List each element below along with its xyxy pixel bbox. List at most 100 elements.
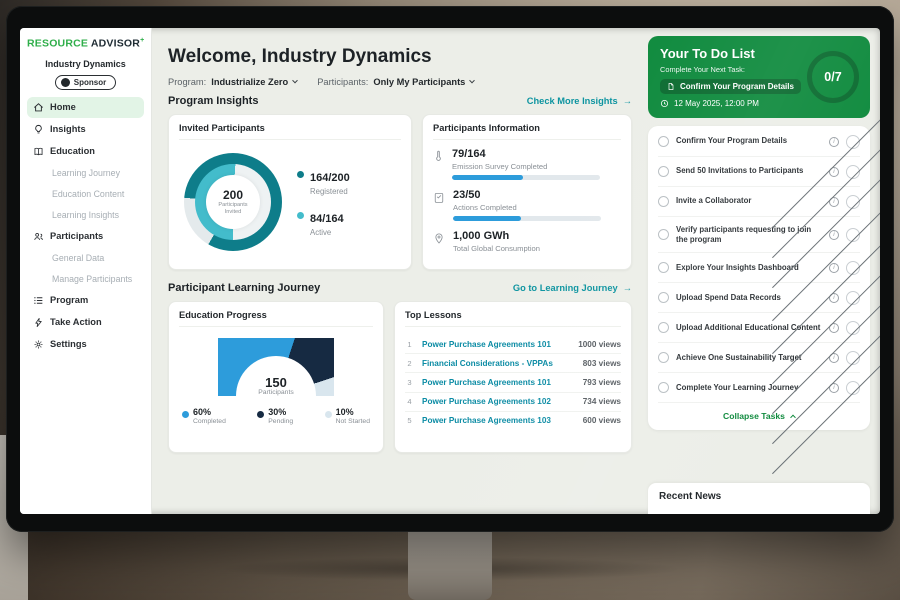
info-icon[interactable]: i [829, 292, 839, 303]
home-icon [34, 102, 43, 111]
task-label: Upload Additional Educational Content [676, 322, 821, 332]
task-row[interactable]: Achieve One Sustainability Target i [658, 271, 880, 445]
sidebar-item-insights[interactable]: Insights [27, 119, 144, 140]
task-label: Invite a Collaborator [676, 196, 752, 206]
sidebar-item-take-action[interactable]: Take Action [27, 312, 144, 333]
sidebar-item-learning-insights[interactable]: Learning Insights [27, 205, 144, 225]
chevron-right-icon[interactable] [766, 241, 880, 415]
sidebar-item-general-data[interactable]: General Data [27, 248, 144, 268]
chevron-right-icon[interactable] [766, 114, 880, 289]
info-icon[interactable]: i [829, 136, 839, 147]
progress-bar [453, 216, 601, 221]
info-label: Actions Completed [453, 203, 517, 212]
gauge-center: 150 Participants [218, 376, 334, 396]
task-checkbox[interactable] [658, 166, 669, 177]
legend-dot-pending [257, 411, 265, 418]
info-icon[interactable]: i [829, 166, 839, 177]
todo-next-task[interactable]: Confirm Your Program Details [660, 79, 801, 94]
task-row[interactable]: Complete Your Learning Journey i [658, 301, 880, 475]
card-title: Participants Information [433, 123, 621, 140]
info-icon[interactable]: i [829, 322, 839, 333]
task-label: Explore Your Insights Dashboard [676, 262, 799, 272]
task-row[interactable]: Send 50 Invitations to Participants i [658, 84, 880, 259]
chevron-right-icon[interactable] [766, 211, 880, 385]
task-row[interactable]: Upload Spend Data Records i [658, 211, 880, 385]
task-checkbox[interactable] [658, 196, 669, 207]
recent-news-header: Recent News [648, 483, 870, 514]
progress-bar [452, 175, 600, 180]
info-icon[interactable]: i [829, 352, 839, 363]
invited-donut: 200 Participants Invited [184, 153, 282, 251]
lesson-link[interactable]: Power Purchase Agreements 101 [422, 339, 551, 349]
chevron-right-icon[interactable] [766, 181, 880, 355]
task-checkbox[interactable] [658, 136, 669, 147]
task-row[interactable]: Confirm Your Program Details i [658, 54, 880, 229]
invited-participants-card: Invited Participants 200 Participants In… [168, 114, 412, 270]
info-icon[interactable]: i [829, 262, 839, 273]
task-checkbox[interactable] [658, 352, 669, 364]
legend-dot-active [297, 211, 304, 219]
sidebar-item-program[interactable]: Program [27, 290, 144, 311]
sidebar: RESOURCE ADVISOR+ Industry Dynamics Spon… [20, 28, 152, 514]
org-name: Industry Dynamics [45, 58, 126, 69]
chevron-right-icon[interactable] [766, 148, 880, 322]
task-checkbox[interactable] [658, 382, 669, 394]
lesson-link[interactable]: Power Purchase Agreements 103 [422, 416, 551, 426]
education-progress-card: Education Progress 150 Participants 60% [168, 301, 384, 453]
collapse-tasks-button[interactable]: Collapse Tasks [658, 403, 860, 429]
info-row: 1,000 GWh Total Global Consumption [433, 230, 621, 257]
app-screen: RESOURCE ADVISOR+ Industry Dynamics Spon… [20, 28, 880, 514]
legend-item: 84/164 Active [297, 209, 350, 237]
invited-legend: 164/200 Registered 84/164 Active [297, 168, 350, 237]
todo-due-label: 12 May 2025, 12:00 PM [674, 99, 759, 108]
page-title: Welcome, Industry Dynamics [168, 46, 432, 67]
main-content: Welcome, Industry Dynamics Program: Indu… [152, 28, 644, 514]
lesson-link[interactable]: Financial Considerations - VPPAs [422, 358, 553, 368]
info-icon[interactable]: i [829, 229, 839, 240]
info-value: 23/50 [453, 189, 481, 201]
info-icon[interactable]: i [829, 196, 839, 207]
education-legend: 60% Completed 30% Pending 10% Not Starte… [179, 396, 373, 425]
progress-fill [453, 216, 522, 221]
sidebar-item-home[interactable]: Home [27, 96, 144, 118]
sponsor-icon [60, 77, 70, 87]
sidebar-item-learning-journey[interactable]: Learning Journey [27, 163, 144, 183]
chevron-right-icon[interactable] [766, 84, 880, 259]
task-checkbox[interactable] [658, 229, 669, 241]
task-row[interactable]: Explore Your Insights Dashboard i [658, 181, 880, 355]
task-label: Complete Your Learning Journey [676, 382, 799, 392]
task-checkbox[interactable] [658, 262, 669, 274]
sidebar-item-settings[interactable]: Settings [27, 334, 144, 355]
chevron-right-icon[interactable] [766, 271, 880, 445]
task-row[interactable]: Verify participants requesting to join t… [658, 148, 880, 322]
program-filter-label: Program: [168, 77, 207, 87]
go-to-learning-journey-link[interactable]: Go to Learning Journey → [513, 283, 632, 293]
legend-pct: 60% [193, 407, 212, 417]
todo-subtitle: Complete Your Next Task: [660, 65, 745, 74]
sidebar-item-participants[interactable]: Participants [27, 226, 144, 247]
info-icon[interactable]: i [829, 382, 839, 393]
task-row[interactable]: Invite a Collaborator i [658, 114, 880, 289]
sidebar-item-education[interactable]: Education [27, 141, 144, 162]
sponsor-badge[interactable]: Sponsor [54, 74, 117, 90]
sidebar-item-education-content[interactable]: Education Content [27, 184, 144, 204]
lesson-link[interactable]: Power Purchase Agreements 102 [422, 397, 551, 407]
lesson-link[interactable]: Power Purchase Agreements 101 [422, 377, 551, 387]
task-checkbox[interactable] [658, 292, 669, 304]
program-dropdown[interactable]: Industrialize Zero [211, 77, 299, 87]
chevron-right-icon[interactable] [766, 301, 880, 475]
legend-pct: 30% [268, 407, 287, 417]
participants-dropdown[interactable]: Only My Participants [373, 77, 476, 87]
invited-donut-center: 200 Participants Invited [206, 175, 260, 229]
legend-item: 10% Not Started [324, 407, 370, 425]
arrow-right-icon: → [622, 96, 632, 106]
sidebar-item-manage-participants[interactable]: Manage Participants [27, 269, 144, 289]
task-row[interactable]: Upload Additional Educational Content i [658, 241, 880, 415]
todo-panel: Your To Do List Complete Your Next Task:… [644, 28, 880, 514]
task-checkbox[interactable] [658, 322, 669, 334]
legend-label: Completed [193, 417, 226, 425]
check-more-insights-link[interactable]: Check More Insights → [527, 96, 632, 106]
card-title: Top Lessons [405, 310, 621, 327]
lesson-views: 793 views [582, 377, 621, 387]
chevron-right-icon[interactable] [766, 54, 880, 229]
